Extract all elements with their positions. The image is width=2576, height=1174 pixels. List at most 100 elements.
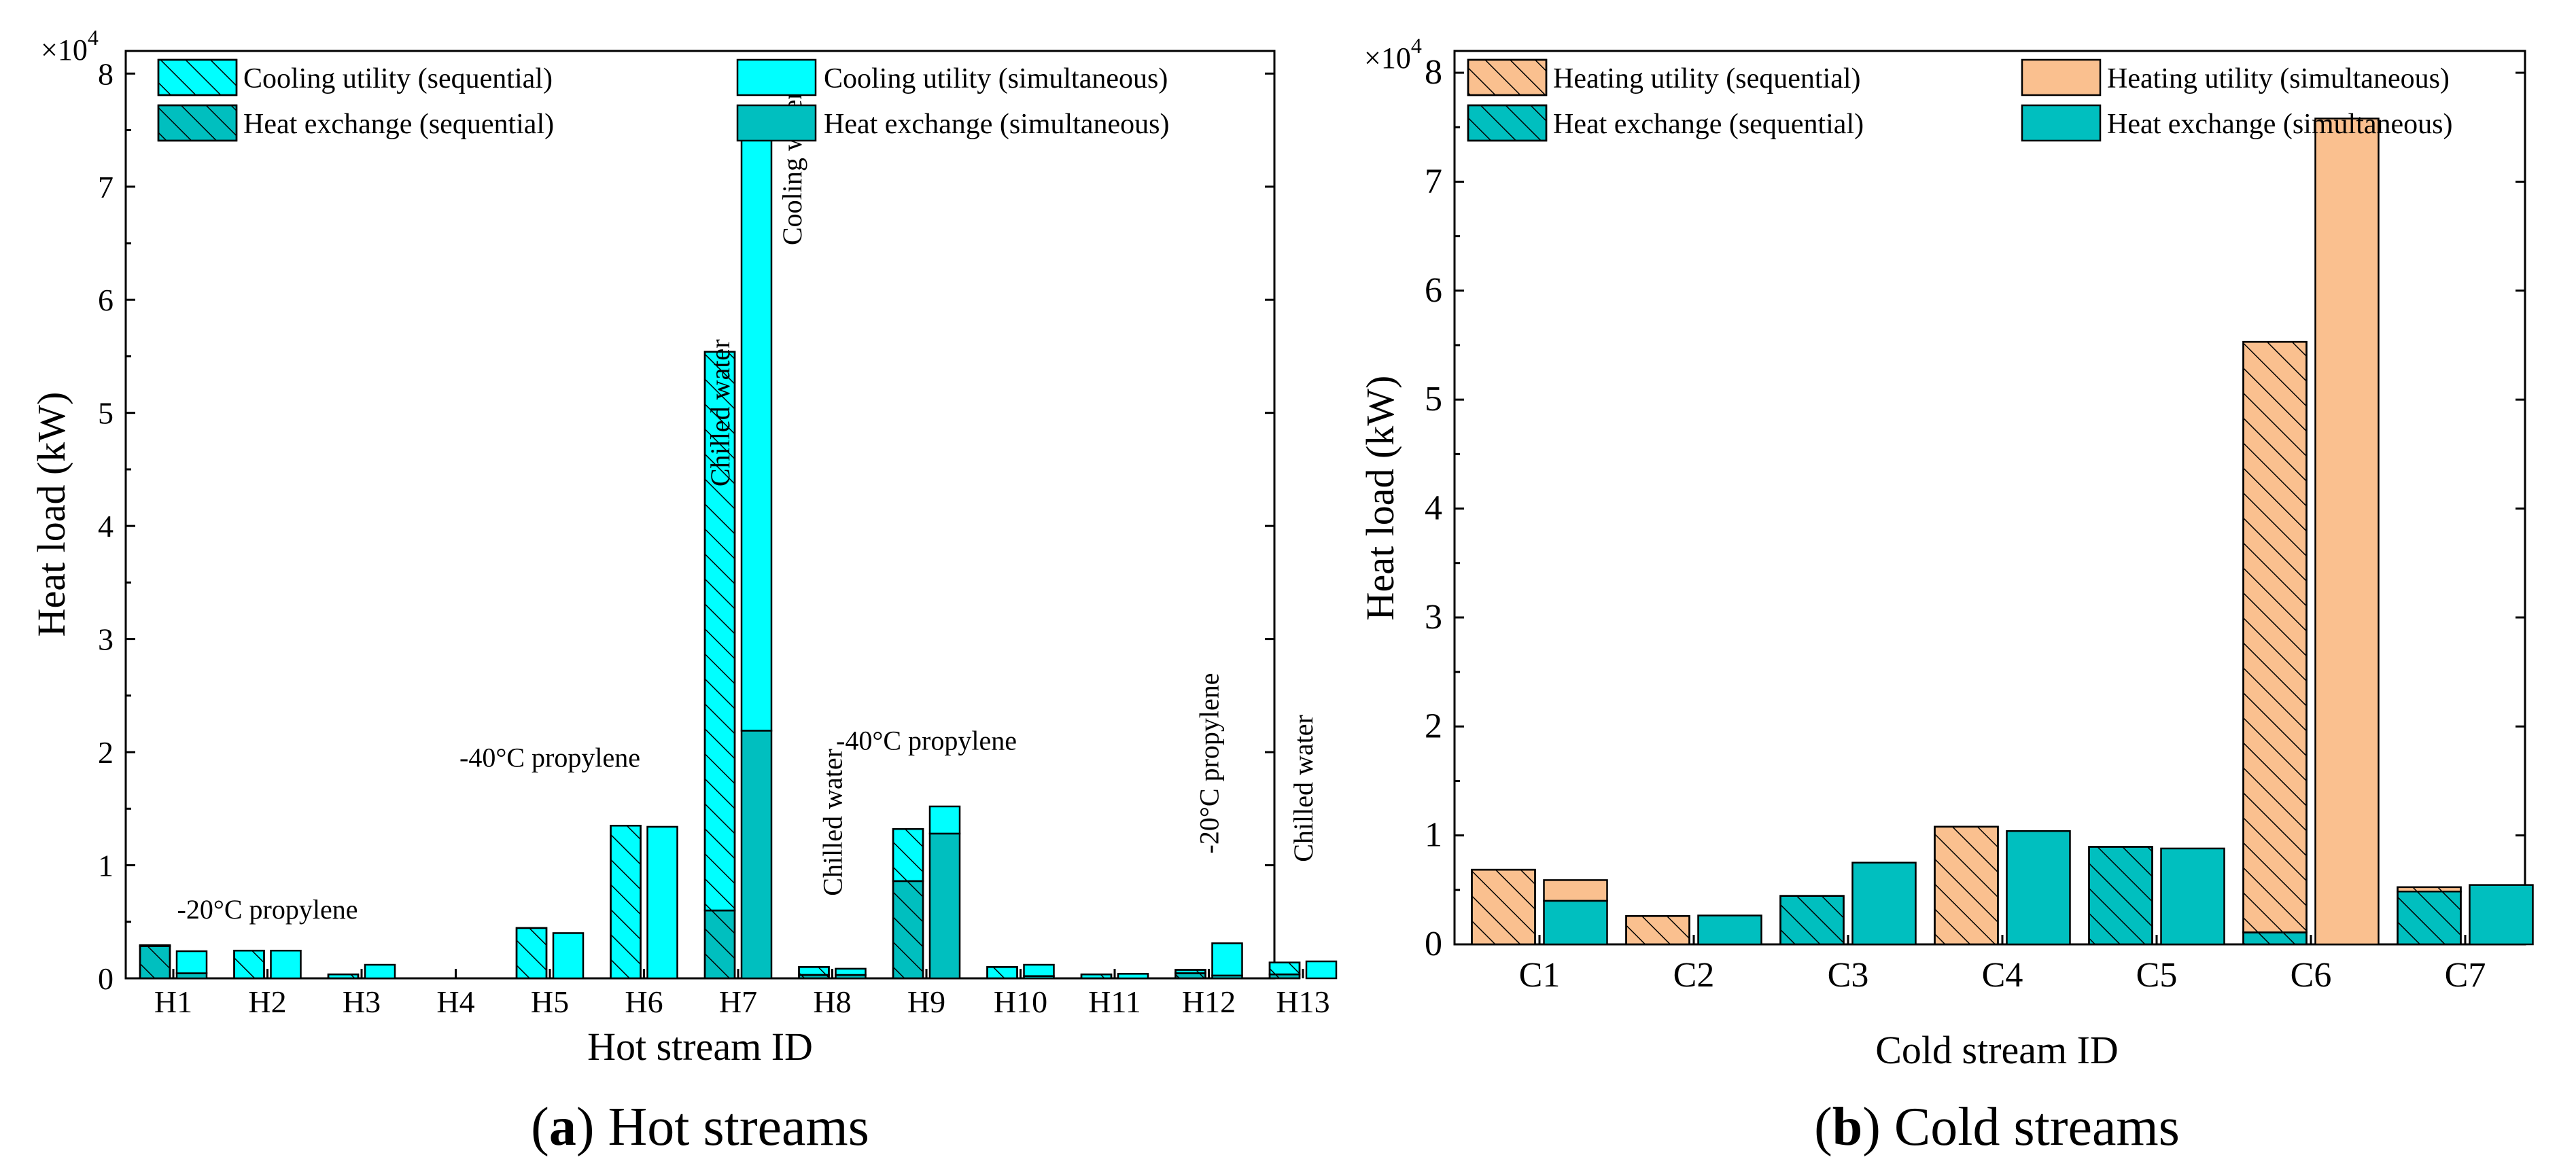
y-tick-label: 3 xyxy=(98,622,114,657)
legend-label: Heating utility (simultaneous) xyxy=(2107,63,2450,94)
legend-swatch-hatch xyxy=(157,104,238,142)
y-tick-label: 5 xyxy=(98,396,114,431)
x-tick-label: H5 xyxy=(531,984,569,1019)
bar-cooling-utility-sequential-hatch xyxy=(798,966,830,976)
legend-swatch-exchange-simultaneous xyxy=(2021,104,2102,142)
bar-cooling-utility-sequential-hatch xyxy=(1080,973,1113,980)
y-tick-label: 8 xyxy=(98,56,114,91)
annotation-label: -40°C propylene xyxy=(459,743,640,773)
x-tick-label: C5 xyxy=(2136,956,2178,995)
y-tick-label: 0 xyxy=(98,961,114,996)
bar-heat-exchange-simultaneous xyxy=(2006,830,2071,946)
bar-cooling-utility-simultaneous xyxy=(552,932,585,980)
bar-cooling-utility-sequential-hatch xyxy=(1268,961,1301,976)
x-axis-label: Cold stream ID xyxy=(1875,1028,2119,1072)
annotation-label: Chilled water xyxy=(1288,715,1319,862)
annotation-label: -20°C propylene xyxy=(1194,673,1225,854)
x-tick-label: C7 xyxy=(2445,956,2486,995)
annotation-label: -40°C propylene xyxy=(836,726,1017,756)
bar-heating-utility-sequential-hatch xyxy=(2242,340,2308,933)
legend-swatch-hatch xyxy=(157,58,238,96)
legend-label: Heat exchange (simultaneous) xyxy=(2107,109,2452,140)
bar-heating-utility-simultaneous xyxy=(1543,879,1608,902)
x-tick-label: H10 xyxy=(994,984,1047,1019)
bar-cooling-utility-simultaneous xyxy=(1117,973,1149,980)
y-tick-label: 8 xyxy=(1425,53,1442,92)
x-tick-label: C1 xyxy=(1519,956,1561,995)
y-multiplier: ×104 xyxy=(1364,33,1422,75)
bar-cooling-utility-sequential-hatch xyxy=(139,944,171,947)
caption-b: (b) Cold streams xyxy=(1814,1097,2180,1157)
bar-heat-exchange-sequential-hatch xyxy=(703,909,736,980)
x-tick-label: H12 xyxy=(1182,984,1236,1019)
x-axis-label: Hot stream ID xyxy=(587,1025,813,1069)
x-tick-label: H13 xyxy=(1276,984,1329,1019)
bar-heat-exchange-sequential-hatch xyxy=(892,880,924,980)
bar-cooling-utility-simultaneous xyxy=(740,119,773,732)
bar-cooling-utility-simultaneous xyxy=(1211,942,1243,977)
bar-cooling-utility-sequential-hatch xyxy=(986,966,1018,980)
legend-label: Heating utility (sequential) xyxy=(1553,63,1861,94)
bar-cooling-utility-sequential-hatch xyxy=(515,927,548,980)
bar-heat-exchange-sequential-hatch xyxy=(1779,895,1845,946)
bar-heat-exchange-simultaneous xyxy=(928,832,961,980)
legend-swatch-utility-simultaneous xyxy=(2021,58,2102,96)
bar-cooling-utility-simultaneous xyxy=(364,963,396,980)
y-tick-label: 6 xyxy=(98,283,114,317)
bar-heating-utility-simultaneous xyxy=(2314,118,2380,946)
caption-a: (a) Hot streams xyxy=(531,1097,869,1157)
plot-area-frame xyxy=(124,50,1276,980)
y-tick-label: 2 xyxy=(98,735,114,770)
y-tick-label: 3 xyxy=(1425,598,1442,637)
legend-label: Heat exchange (simultaneous) xyxy=(824,109,1169,140)
bar-cooling-utility-sequential-hatch xyxy=(892,828,924,883)
y-tick-label: 1 xyxy=(98,849,114,883)
y-axis-label: Heat load (kW) xyxy=(1358,376,1402,621)
bar-cooling-utility-sequential-hatch xyxy=(327,973,360,980)
hot-streams-panel: 0 1 2 3 4 5 6 7 8 H1 H2 H3 H4 H5 H6 H7 H8 H9 H10 H11 H12 H13… xyxy=(29,25,1338,1157)
bar-cooling-utility-simultaneous xyxy=(646,825,678,980)
bar-heating-utility-sequential-hatch xyxy=(1625,915,1690,946)
legend-label: Cooling utility (sequential) xyxy=(243,63,553,94)
bar-cooling-utility-sequential-hatch xyxy=(610,825,642,980)
x-tick-label: H9 xyxy=(907,984,945,1019)
bar-cooling-utility-simultaneous xyxy=(928,805,961,835)
y-tick-label: 0 xyxy=(1425,925,1442,963)
x-tick-label: C6 xyxy=(2291,956,2332,995)
legend-swatch-hatch xyxy=(1467,104,1548,142)
y-tick-label: 4 xyxy=(98,509,114,544)
bar-heat-exchange-sequential-hatch xyxy=(2242,931,2308,946)
legend: Cooling utility (sequential) Cooling uti… xyxy=(157,58,1169,142)
x-tick-label: H6 xyxy=(625,984,663,1019)
legend-label: Heat exchange (sequential) xyxy=(243,109,554,140)
x-tick-label: H8 xyxy=(813,984,851,1019)
bar-heat-exchange-simultaneous xyxy=(1697,914,1762,946)
x-tick-label: C4 xyxy=(1982,956,2023,995)
y-tick-label: 6 xyxy=(1425,271,1442,310)
bar-heating-utility-sequential-hatch xyxy=(1471,868,1536,946)
bar-heat-exchange-sequential-hatch xyxy=(2088,846,2153,946)
legend-label: Heat exchange (sequential) xyxy=(1553,109,1864,140)
bar-cooling-utility-simultaneous xyxy=(1305,960,1338,980)
bar-heating-utility-sequential-hatch xyxy=(1934,825,1999,946)
x-tick-label: H7 xyxy=(719,984,757,1019)
y-axis-label: Heat load (kW) xyxy=(29,392,73,637)
x-tick-label: H1 xyxy=(154,984,192,1019)
x-tick-label: C3 xyxy=(1828,956,1869,995)
annotation-label: Chilled water xyxy=(705,339,735,486)
y-tick-label: 5 xyxy=(1425,380,1442,419)
bar-cooling-utility-simultaneous xyxy=(835,967,867,976)
legend: Heating utility (sequential) Heating uti… xyxy=(1467,58,2452,142)
y-tick-label: 1 xyxy=(1425,816,1442,855)
bar-heat-exchange-simultaneous xyxy=(1543,900,1608,946)
bar-heat-exchange-simultaneous xyxy=(2160,847,2225,946)
bar-cooling-utility-sequential-hatch xyxy=(1174,969,1206,974)
bar-heat-exchange-simultaneous xyxy=(2469,884,2534,946)
bar-cooling-utility-simultaneous xyxy=(1023,963,1055,977)
x-tick-label: H2 xyxy=(248,984,286,1019)
legend-swatch-exchange-simultaneous xyxy=(736,104,817,142)
x-tick-label: H11 xyxy=(1088,984,1141,1019)
legend-label: Cooling utility (simultaneous) xyxy=(824,63,1168,94)
bar-heating-utility-sequential-hatch xyxy=(2397,886,2462,893)
